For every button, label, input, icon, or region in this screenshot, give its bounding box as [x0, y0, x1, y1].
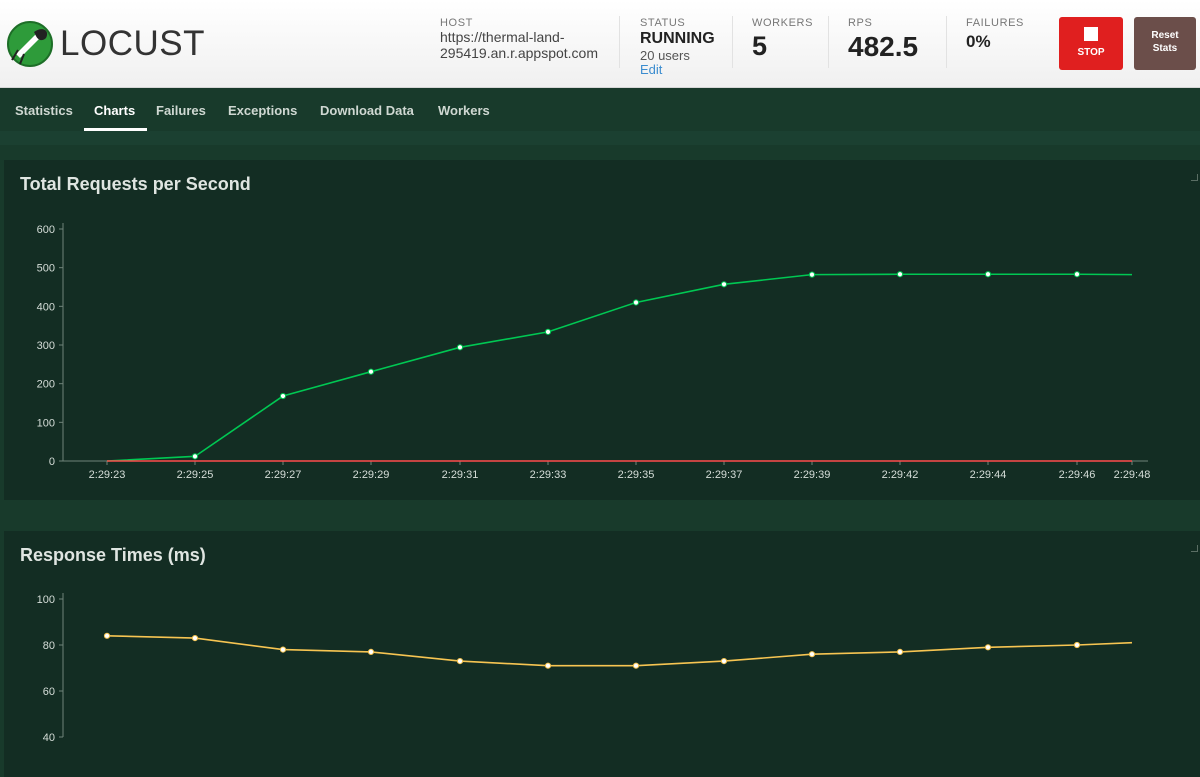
data-point[interactable] [808, 271, 816, 278]
y-tick-label: 600 [37, 224, 55, 236]
data-point[interactable] [808, 651, 816, 658]
status-info: STATUS RUNNING 20 users Edit [640, 17, 715, 76]
data-point[interactable] [984, 644, 992, 651]
divider [732, 16, 733, 68]
workers-label: WORKERS [752, 17, 814, 29]
data-point[interactable] [720, 281, 728, 288]
data-point[interactable] [367, 648, 375, 656]
tab-charts[interactable]: Charts [94, 103, 136, 118]
data-point[interactable] [720, 658, 728, 665]
active-tab-indicator [84, 128, 147, 131]
y-tick-label: 40 [43, 732, 55, 744]
data-point[interactable] [632, 662, 640, 669]
failures-label: FAILURES [966, 17, 1024, 29]
x-tick-label: 2:29:37 [706, 469, 743, 481]
status-label: STATUS [640, 17, 686, 29]
y-tick-label: 100 [37, 594, 55, 606]
expand-icon[interactable] [1191, 174, 1198, 181]
data-point[interactable] [191, 635, 199, 642]
failures-value: 0% [966, 32, 991, 51]
x-tick-label: 2:29:35 [618, 469, 655, 481]
tab-statistics[interactable]: Statistics [15, 103, 73, 118]
divider [828, 16, 829, 68]
data-point[interactable] [1073, 641, 1081, 649]
x-tick-label: 2:29:46 [1059, 469, 1096, 481]
reset-stats-button[interactable]: Reset Stats [1134, 17, 1196, 70]
host-url-line2: 295419.an.r.appspot.com [440, 45, 599, 61]
data-point[interactable] [896, 271, 904, 278]
rps-info: RPS 482.5 [848, 17, 918, 63]
data-point[interactable] [456, 344, 464, 351]
content-band [0, 131, 1200, 145]
data-point[interactable] [103, 632, 111, 639]
x-tick-label: 2:29:39 [794, 469, 831, 481]
divider [619, 16, 620, 68]
user-count: 20 users [640, 48, 690, 63]
x-tick-label: 2:29:27 [265, 469, 302, 481]
x-tick-label: 2:29:48 [1114, 469, 1151, 481]
series-line [106, 635, 1133, 667]
response-time-chart-panel: Response Times (ms) [4, 531, 1200, 777]
data-point[interactable] [279, 392, 287, 400]
y-tick-label: 400 [37, 301, 55, 313]
host-url-line1: https://thermal-land- [440, 29, 565, 45]
y-tick-label: 80 [43, 640, 55, 652]
tab-nav: Statistics Charts Failures Exceptions Do… [0, 88, 1200, 131]
y-tick-label: 200 [37, 379, 55, 391]
stop-button-label: STOP [1077, 47, 1105, 58]
host-label: HOST [440, 17, 473, 29]
y-tick-label: 100 [37, 417, 55, 429]
status-value: RUNNING [640, 30, 715, 47]
workers-info: WORKERS 5 [752, 17, 813, 62]
tab-download-data[interactable]: Download Data [320, 103, 414, 118]
data-point[interactable] [367, 368, 375, 375]
y-tick-label: 300 [37, 340, 55, 352]
rps-chart: 0 100 200 300 400 500 600 2:29:23 2:29:25 2:29:27… [37, 223, 1151, 481]
series-line [106, 273, 1133, 462]
data-point[interactable] [896, 648, 904, 656]
x-tick-label: 2:29:23 [89, 469, 126, 481]
data-point[interactable] [191, 453, 199, 460]
host-info: HOST https://thermal-land- 295419.an.r.a… [440, 17, 598, 61]
y-tick-label: 0 [49, 456, 55, 468]
tab-exceptions[interactable]: Exceptions [228, 103, 298, 118]
divider [946, 16, 947, 68]
top-header: LOCUST HOST https://thermal-land- 295419… [0, 0, 1200, 88]
edit-link[interactable]: Edit [640, 62, 663, 77]
reset-label-line2: Stats [1152, 43, 1178, 54]
data-point[interactable] [1073, 271, 1081, 278]
reset-label-line1: Reset [1151, 30, 1179, 41]
x-tick-label: 2:29:33 [530, 469, 567, 481]
data-point[interactable] [632, 299, 640, 306]
x-tick-label: 2:29:44 [970, 469, 1007, 481]
data-point[interactable] [456, 658, 464, 665]
stop-icon [1084, 27, 1098, 41]
x-tick-label: 2:29:29 [353, 469, 390, 481]
locust-logo[interactable]: LOCUST [6, 20, 205, 68]
x-tick-label: 2:29:31 [442, 469, 479, 481]
response-time-chart-title: Response Times (ms) [20, 545, 206, 565]
data-point[interactable] [279, 646, 287, 653]
rps-chart-title: Total Requests per Second [20, 174, 251, 194]
x-tick-label: 2:29:42 [882, 469, 919, 481]
y-tick-label: 60 [43, 686, 55, 698]
tab-failures[interactable]: Failures [156, 103, 206, 118]
rps-chart-panel: Total Requests per Second [4, 160, 1200, 500]
data-point[interactable] [544, 662, 552, 669]
x-tick-label: 2:29:25 [177, 469, 214, 481]
data-point[interactable] [544, 328, 552, 335]
logo-text: LOCUST [60, 24, 205, 63]
rps-value: 482.5 [848, 31, 919, 62]
expand-icon[interactable] [1191, 545, 1198, 552]
rps-label: RPS [848, 17, 873, 29]
tab-workers[interactable]: Workers [438, 103, 490, 118]
locust-logo-icon [7, 21, 53, 67]
workers-value: 5 [752, 31, 768, 61]
data-point[interactable] [984, 271, 992, 278]
stop-button[interactable]: STOP [1059, 17, 1123, 70]
response-time-chart: 40 60 80 100 [37, 593, 1133, 744]
y-tick-label: 500 [37, 263, 55, 275]
failures-info: FAILURES 0% [966, 17, 1024, 52]
